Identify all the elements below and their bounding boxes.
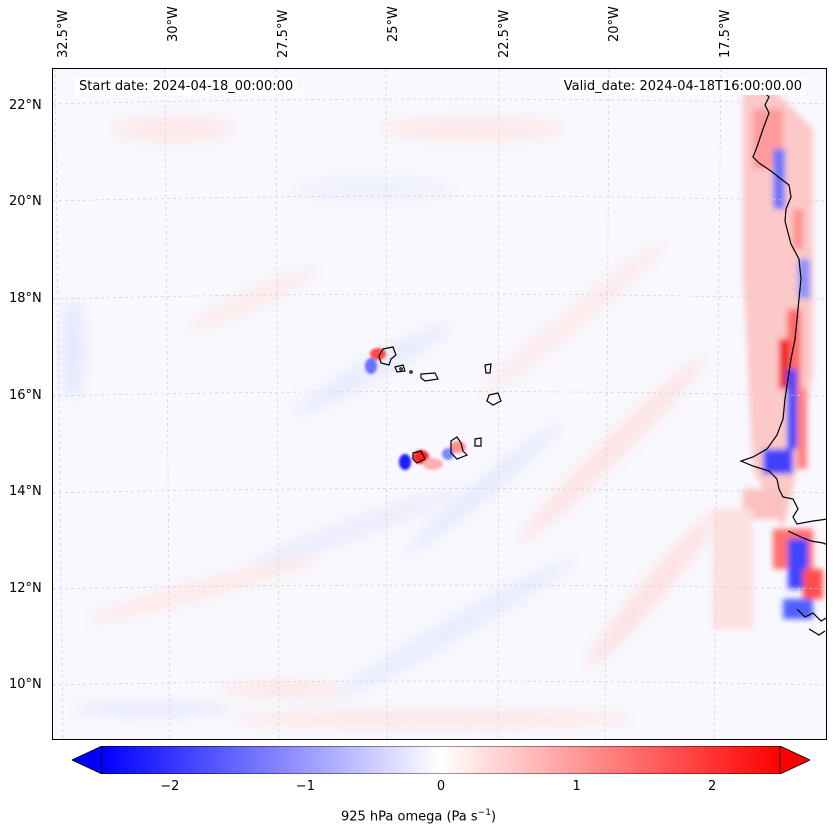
latitude-label: 16°N xyxy=(9,388,42,403)
latitude-label: 10°N xyxy=(9,677,42,692)
colorbar-tick-label: 1 xyxy=(572,779,581,794)
colorbar-tick-label: 2 xyxy=(708,779,717,794)
coastal-band xyxy=(713,89,823,629)
colorbar-min-extend xyxy=(72,746,103,774)
latitude-label: 18°N xyxy=(9,291,42,306)
colorbar-tick-label: 0 xyxy=(436,779,446,794)
latitude-label: 20°N xyxy=(9,194,42,209)
map-panel: Start date: 2024-04-18_00:00:00 Valid_da… xyxy=(52,68,827,740)
colorbar-tick-label: −1 xyxy=(295,779,315,794)
longitude-label: 27.5°W xyxy=(276,9,291,58)
longitude-label: 20°W xyxy=(607,6,622,42)
colorbar-tick-label: −2 xyxy=(160,779,180,794)
colorbar-label-suffix: ) xyxy=(490,809,497,825)
longitude-label: 22.5°W xyxy=(497,9,512,58)
colorbar-gradient xyxy=(101,746,781,774)
longitude-label: 30°W xyxy=(166,6,181,42)
omega-field-map xyxy=(53,69,826,739)
colorbar xyxy=(72,746,810,774)
islands xyxy=(378,346,502,464)
colorbar-label-prefix: 925 hPa omega (Pa s xyxy=(340,809,478,825)
colorbar-max-extend xyxy=(779,746,810,774)
colorbar-label: 925 hPa omega (Pa s−1) xyxy=(0,808,837,824)
latitude-label: 12°N xyxy=(9,581,42,596)
longitude-label: 32.5°W xyxy=(56,9,71,58)
start-date-text: Start date: 2024-04-18_00:00:00 xyxy=(75,78,298,95)
latitude-label: 14°N xyxy=(9,484,42,499)
valid-date-text: Valid_date: 2024-04-18T16:00:00.00 xyxy=(559,78,806,95)
longitude-label: 25°W xyxy=(386,6,401,42)
ocean-pattern xyxy=(61,114,718,729)
latitude-label: 22°N xyxy=(9,98,42,113)
longitude-label: 17.5°W xyxy=(718,9,733,58)
colorbar-label-exponent: −1 xyxy=(477,808,491,818)
gridlines xyxy=(53,69,826,739)
coastlines xyxy=(739,90,826,636)
